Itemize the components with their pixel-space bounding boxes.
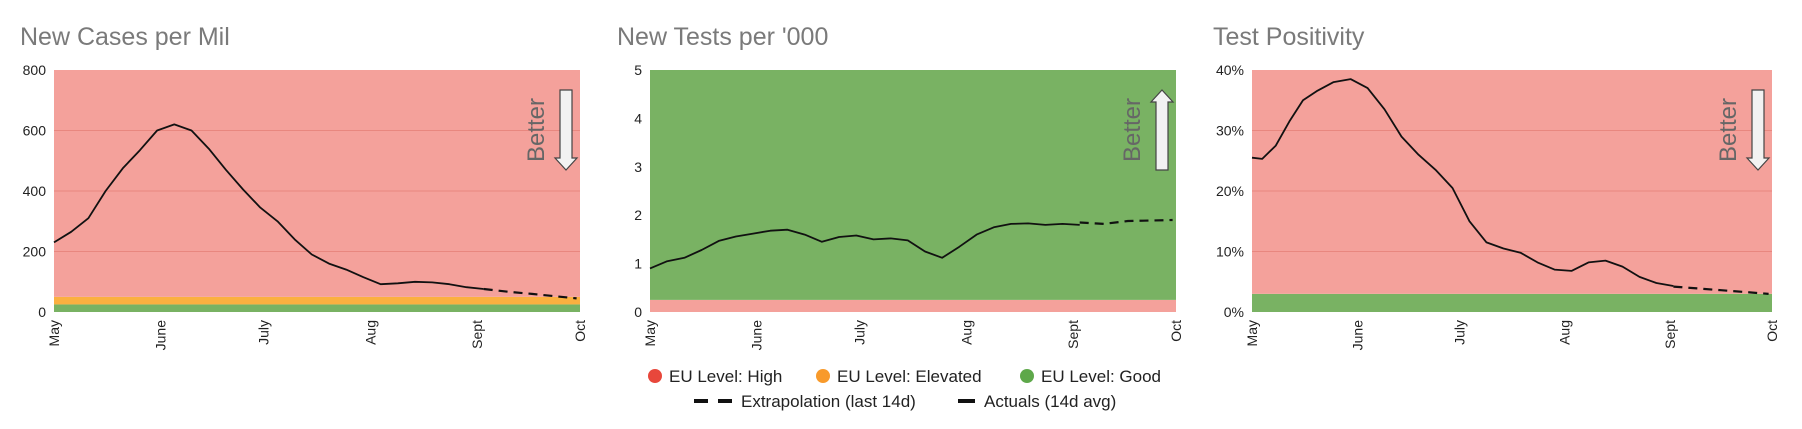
x-tick-label: Aug xyxy=(1557,320,1573,345)
legend-label: EU Level: Elevated xyxy=(837,367,982,386)
band-elevated xyxy=(54,296,580,305)
circle-marker-icon xyxy=(1020,369,1034,383)
band-high xyxy=(54,70,580,297)
y-tick-label: 200 xyxy=(23,244,47,260)
actuals-line xyxy=(649,222,1080,270)
x-tick-label: June xyxy=(749,320,765,351)
chart-panels: New Cases per Mil 0 200 400 600 800 May June Jul… xyxy=(20,23,1780,350)
chart-panel-3: Test Positivity 0% 10% 20% 30% 40% May June July… xyxy=(1213,23,1780,350)
circle-marker-icon xyxy=(816,369,830,383)
y-tick-label: 4 xyxy=(634,110,642,126)
better-label: Better xyxy=(1119,98,1146,162)
y-tick-label: 600 xyxy=(23,123,47,139)
x-tick-label: May xyxy=(46,320,62,346)
arrow-down-icon xyxy=(1745,89,1771,171)
better-label: Better xyxy=(523,98,550,162)
y-tick-label: 0 xyxy=(634,304,642,320)
y-tick-label: 1 xyxy=(634,256,642,272)
chart-title: New Cases per Mil xyxy=(20,23,230,51)
y-tick-label: 3 xyxy=(634,159,642,175)
y-tick-label: 0% xyxy=(1224,304,1244,320)
band-good xyxy=(1252,293,1772,312)
extrapolation-line xyxy=(1673,285,1769,295)
y-tick-label: 800 xyxy=(23,62,47,78)
x-tick-label: July xyxy=(1451,320,1467,345)
x-tick-label: July xyxy=(852,320,868,345)
legend-label: EU Level: High xyxy=(669,367,782,386)
y-tick-label: 40% xyxy=(1216,62,1244,78)
x-tick-label: Oct xyxy=(1764,320,1780,342)
better-label: Better xyxy=(1715,98,1742,162)
y-tick-label: 20% xyxy=(1216,183,1244,199)
x-tick-label: June xyxy=(153,320,169,351)
actuals-line xyxy=(53,123,484,290)
legend: EU Level: High EU Level: Elevated EU Level… xyxy=(648,367,1161,411)
chart-title: Test Positivity xyxy=(1213,23,1365,51)
band-good xyxy=(650,70,1176,300)
x-tick-label: Sept xyxy=(1065,320,1081,349)
band-good xyxy=(54,304,580,312)
x-tick-label: Sept xyxy=(469,320,485,349)
chart-panel-1: New Cases per Mil 0 200 400 600 800 May June Jul… xyxy=(20,23,588,350)
y-tick-label: 400 xyxy=(23,183,47,199)
arrow-up-icon xyxy=(1149,89,1175,171)
arrow-down-icon xyxy=(553,89,579,171)
band-high xyxy=(1252,70,1772,294)
x-tick-label: June xyxy=(1349,320,1365,351)
x-tick-label: Oct xyxy=(572,320,588,342)
legend-item: EU Level: Good xyxy=(1020,367,1161,386)
y-tick-label: 5 xyxy=(634,62,642,78)
legend-item: Extrapolation (last 14d) xyxy=(694,392,916,411)
legend-item: EU Level: Elevated xyxy=(816,367,982,386)
x-tick-label: Aug xyxy=(362,320,378,345)
actuals-line xyxy=(1251,78,1674,287)
legend-label: Extrapolation (last 14d) xyxy=(741,392,916,411)
legend-label: Actuals (14d avg) xyxy=(984,392,1116,411)
band-high xyxy=(650,299,1176,312)
chart-title: New Tests per '000 xyxy=(617,23,828,51)
x-tick-label: May xyxy=(642,320,658,346)
circle-marker-icon xyxy=(648,369,662,383)
y-tick-label: 10% xyxy=(1216,244,1244,260)
chart-panel-2: New Tests per '000 0 1 2 3 4 5 May June July Aug Se… xyxy=(617,23,1184,350)
extrapolation-line xyxy=(1079,218,1173,225)
y-tick-label: 2 xyxy=(634,207,642,223)
legend-item: EU Level: High xyxy=(648,367,782,386)
x-tick-label: Oct xyxy=(1168,320,1184,342)
legend-label: EU Level: Good xyxy=(1041,367,1161,386)
x-tick-label: Sept xyxy=(1662,320,1678,349)
y-tick-label: 30% xyxy=(1216,123,1244,139)
extrapolation-line xyxy=(483,287,577,300)
x-tick-label: Aug xyxy=(958,320,974,345)
legend-item: Actuals (14d avg) xyxy=(958,392,1116,411)
x-tick-label: May xyxy=(1244,320,1260,346)
x-tick-label: July xyxy=(256,320,272,345)
y-tick-label: 0 xyxy=(38,304,46,320)
